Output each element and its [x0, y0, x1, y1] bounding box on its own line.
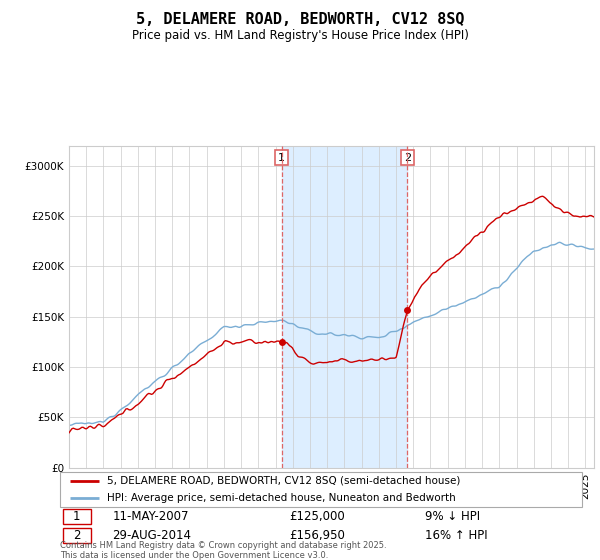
Text: 1: 1 — [73, 510, 80, 522]
Text: £156,950: £156,950 — [290, 529, 346, 542]
Text: £125,000: £125,000 — [290, 510, 346, 522]
Text: 11-MAY-2007: 11-MAY-2007 — [112, 510, 188, 522]
Text: Contains HM Land Registry data © Crown copyright and database right 2025.
This d: Contains HM Land Registry data © Crown c… — [60, 540, 386, 560]
Text: HPI: Average price, semi-detached house, Nuneaton and Bedworth: HPI: Average price, semi-detached house,… — [107, 493, 456, 503]
Text: 9% ↓ HPI: 9% ↓ HPI — [425, 510, 481, 522]
Bar — [62, 508, 91, 524]
Text: 5, DELAMERE ROAD, BEDWORTH, CV12 8SQ: 5, DELAMERE ROAD, BEDWORTH, CV12 8SQ — [136, 12, 464, 27]
Bar — [282, 146, 407, 468]
Text: 5, DELAMERE ROAD, BEDWORTH, CV12 8SQ (semi-detached house): 5, DELAMERE ROAD, BEDWORTH, CV12 8SQ (se… — [107, 476, 460, 486]
Text: 29-AUG-2014: 29-AUG-2014 — [112, 529, 191, 542]
Text: 1: 1 — [278, 153, 285, 162]
Text: 2: 2 — [404, 153, 411, 162]
Bar — [62, 528, 91, 543]
Text: Price paid vs. HM Land Registry's House Price Index (HPI): Price paid vs. HM Land Registry's House … — [131, 29, 469, 42]
Text: 16% ↑ HPI: 16% ↑ HPI — [425, 529, 488, 542]
Text: 2: 2 — [73, 529, 80, 542]
